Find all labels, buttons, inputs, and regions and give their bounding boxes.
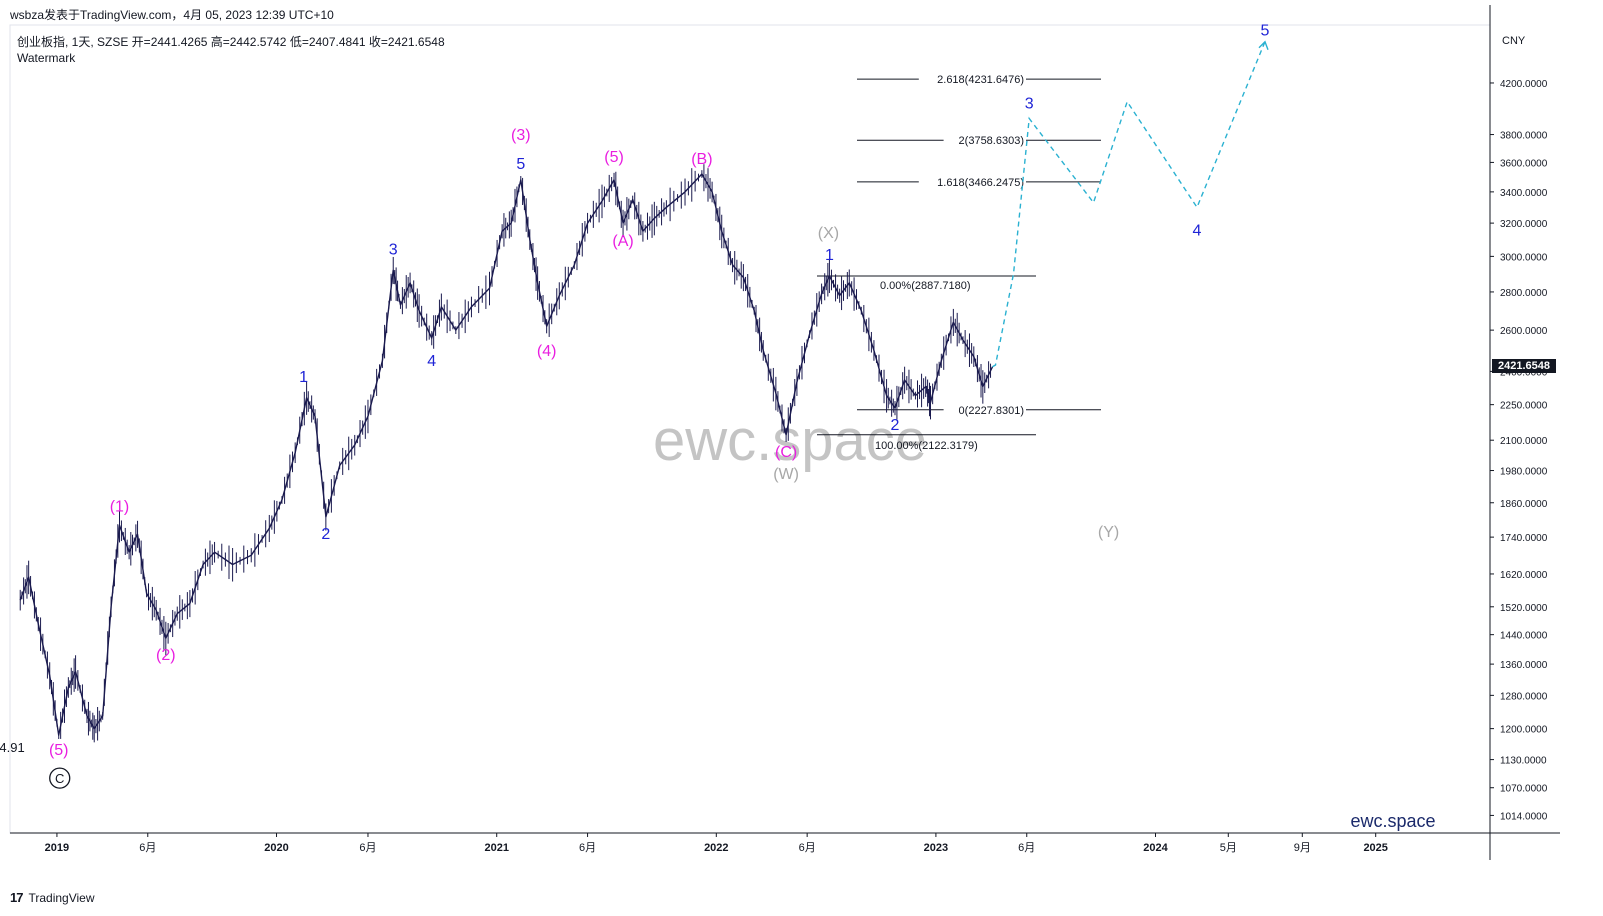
ewc-brand-text[interactable]: ewc.space <box>1350 811 1435 831</box>
y-tick-label: 3600.0000 <box>1500 158 1548 169</box>
fib-label-bg <box>943 402 1026 416</box>
projection-dashed-line[interactable] <box>992 41 1266 368</box>
circled-c-ring <box>49 767 71 789</box>
y-tick-label: 1070.0000 <box>1500 784 1548 795</box>
tradingview-logo-icon: 17 <box>10 890 24 905</box>
x-tick-label: 2022 <box>704 842 728 854</box>
x-tick-label: 5月 <box>1220 842 1237 854</box>
wave-label[interactable]: (5) <box>49 742 69 759</box>
symbol-legend: 创业板指, 1天, SZSE 开=2441.4265 高=2442.5742 低… <box>17 34 445 66</box>
y-tick-label: 3200.0000 <box>1500 219 1548 230</box>
y-tick-label: 2600.0000 <box>1500 326 1548 337</box>
chart-axes: 1014.00001070.00001130.00001200.00001280… <box>9 5 1560 860</box>
fib-label-bg <box>943 133 1026 147</box>
wave-label[interactable]: 5 <box>516 156 525 173</box>
wave-label[interactable]: (A) <box>612 233 633 250</box>
projection-path <box>992 40 1269 368</box>
wave-label[interactable]: (5) <box>604 149 624 166</box>
wave-label[interactable]: (Y) <box>1098 524 1119 541</box>
fib-level-label: 2(3758.6303) <box>959 135 1024 147</box>
x-tick-label: 2023 <box>924 842 948 854</box>
y-tick-label: 2400.0000 <box>1500 367 1548 378</box>
wave-label[interactable]: 4 <box>1193 222 1202 239</box>
x-tick-label: 6月 <box>579 842 596 854</box>
price-line[interactable] <box>19 173 994 736</box>
wave-label[interactable]: (2) <box>156 647 176 664</box>
circled-c-label: C <box>55 771 64 786</box>
y-tick-label: 2250.0000 <box>1500 401 1548 412</box>
publish-caption: wsbza发表于TradingView.com，4月 05, 2023 12:3… <box>10 8 334 22</box>
wave-label[interactable]: (C) <box>775 444 797 461</box>
wave-label[interactable]: 3 <box>389 241 398 258</box>
x-tick-label: 2021 <box>484 842 508 854</box>
watermark-indicator-label[interactable]: Watermark <box>17 51 76 65</box>
wave-label[interactable]: (1) <box>110 498 130 515</box>
x-tick-label: 2020 <box>264 842 288 854</box>
y-tick-label: 3800.0000 <box>1500 131 1548 142</box>
x-tick-label: 6月 <box>1018 842 1035 854</box>
projection-arrowhead <box>1258 40 1269 50</box>
x-tick-label: 2025 <box>1363 842 1387 854</box>
fib-level-label: 100.00%(2122.3179) <box>875 440 978 452</box>
y-tick-label: 4200.0000 <box>1500 79 1548 90</box>
fib-level-label: 1.618(3466.2475) <box>937 177 1024 189</box>
low-value-label: 1184.91 <box>0 740 25 755</box>
currency-label: CNY <box>1502 35 1526 47</box>
wave-label[interactable]: 4 <box>427 353 436 370</box>
wave-labels: (5)(1)(2)12345(3)(4)(5)(A)(B)(C)(W)(X)12… <box>0 23 1270 789</box>
y-tick-label: 1200.0000 <box>1500 725 1548 736</box>
y-tick-label: 3400.0000 <box>1500 188 1548 199</box>
wave-label[interactable]: 5 <box>1261 23 1270 40</box>
wave-label[interactable]: (B) <box>691 151 712 168</box>
x-tick-label: 9月 <box>1294 842 1311 854</box>
wave-label[interactable]: 1 <box>825 247 834 264</box>
x-tick-label: 6月 <box>139 842 156 854</box>
wave-label[interactable]: (W) <box>773 466 799 483</box>
wave-label[interactable]: (3) <box>511 127 531 144</box>
y-tick-label: 3000.0000 <box>1500 252 1548 263</box>
y-tick-label: 1620.0000 <box>1500 570 1548 581</box>
y-tick-label: 1740.0000 <box>1500 533 1548 544</box>
y-tick-label: 1014.0000 <box>1500 811 1548 822</box>
y-tick-label: 1520.0000 <box>1500 603 1548 614</box>
wave-label[interactable]: (X) <box>818 225 839 242</box>
y-tick-label: 1280.0000 <box>1500 691 1548 702</box>
y-tick-label: 1130.0000 <box>1500 756 1547 767</box>
fib-label-bg <box>918 72 1026 86</box>
wave-label[interactable]: (4) <box>537 343 557 360</box>
symbol-ohlc-line[interactable]: 创业板指, 1天, SZSE 开=2441.4265 高=2442.5742 低… <box>17 35 445 49</box>
y-tick-label: 1980.0000 <box>1500 467 1548 478</box>
y-tick-label: 2800.0000 <box>1500 288 1548 299</box>
wave-label[interactable]: 2 <box>321 526 330 543</box>
price-series <box>19 164 994 743</box>
fib-level-label: 0.00%(2887.7180) <box>880 280 971 292</box>
fibonacci-levels: 2.618(4231.6476) 2(3758.6303) 1.618(3466.2… <box>817 72 1101 452</box>
x-tick-label: 6月 <box>799 842 816 854</box>
wave-label[interactable]: 1 <box>299 369 308 386</box>
y-tick-label: 1440.0000 <box>1500 631 1548 642</box>
wave-label[interactable]: 2 <box>891 417 900 434</box>
fib-label-bg <box>918 174 1026 188</box>
y-tick-label: 1360.0000 <box>1500 660 1548 671</box>
tradingview-brand-label: TradingView <box>28 890 95 905</box>
tradingview-footer[interactable]: 17 TradingView <box>10 890 95 905</box>
x-tick-label: 2019 <box>45 842 69 854</box>
wave-label[interactable]: 3 <box>1025 96 1034 113</box>
y-tick-label: 2100.0000 <box>1500 436 1548 447</box>
fib-level-label: 2.618(4231.6476) <box>937 74 1024 86</box>
last-price-badge: 2421.6548 <box>1492 358 1556 373</box>
fib-level-label: 0(2227.8301) <box>959 405 1024 417</box>
x-tick-label: 6月 <box>359 842 376 854</box>
x-tick-label: 2024 <box>1143 842 1168 854</box>
y-tick-label: 1860.0000 <box>1500 499 1548 510</box>
